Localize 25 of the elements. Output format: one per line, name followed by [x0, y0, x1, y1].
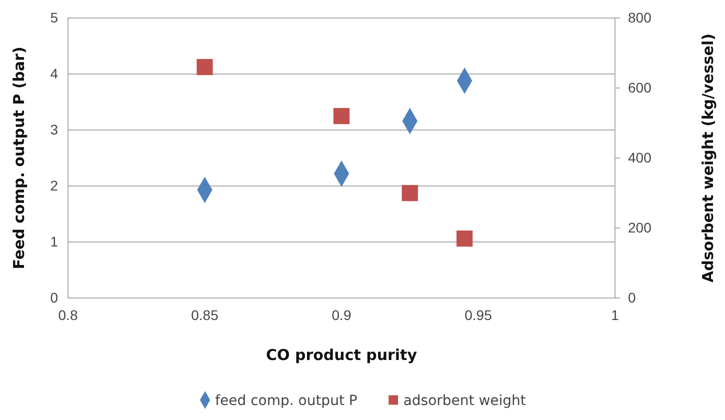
- y2-tick-label: 600: [628, 79, 652, 96]
- y-tick-label: 5: [50, 9, 58, 26]
- legend-label: adsorbent weight: [403, 393, 526, 409]
- x-axis-title: CO product purity: [266, 346, 418, 364]
- y2-tick-label: 800: [628, 9, 652, 26]
- point: [196, 58, 213, 76]
- point: [456, 230, 473, 247]
- x-tick-label: 1: [611, 306, 620, 323]
- x-tick-label: 0.9: [332, 306, 352, 323]
- y2-axis-title: Adsorbent weight (kg/vessel): [699, 34, 717, 282]
- point: [402, 184, 418, 202]
- y-tick-label: 4: [50, 65, 58, 82]
- x-tick-label: 0.95: [464, 306, 492, 323]
- y2-tick-label: 200: [628, 219, 652, 236]
- x-tick-label: 0.8: [58, 306, 78, 323]
- legend-label: feed comp. output P: [215, 393, 358, 409]
- y-tick-label: 3: [50, 121, 58, 138]
- y-tick-label: 1: [50, 233, 58, 250]
- x-tick-label: 0.85: [191, 306, 219, 323]
- y-tick-label: 2: [50, 177, 58, 194]
- point: [333, 108, 350, 124]
- y-tick-label: 0: [50, 289, 58, 306]
- y-axis-title: Feed comp. output P (bar): [10, 46, 28, 270]
- y2-tick-label: 400: [628, 149, 652, 166]
- y2-tick-label: 0: [628, 289, 636, 306]
